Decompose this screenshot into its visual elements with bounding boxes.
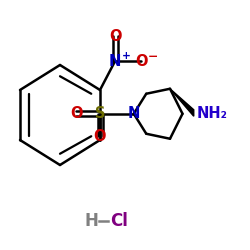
Text: O: O	[94, 129, 106, 144]
Text: O: O	[109, 29, 121, 44]
Text: O: O	[70, 106, 82, 121]
Text: +: +	[122, 51, 131, 61]
Text: N: N	[109, 54, 121, 69]
Text: −: −	[148, 50, 158, 63]
Polygon shape	[170, 89, 194, 116]
Text: N: N	[128, 106, 140, 121]
Text: NH₂: NH₂	[196, 106, 227, 120]
Text: S: S	[95, 106, 105, 121]
Text: H: H	[84, 212, 98, 230]
Text: Cl: Cl	[110, 212, 128, 230]
Text: O: O	[135, 54, 147, 69]
